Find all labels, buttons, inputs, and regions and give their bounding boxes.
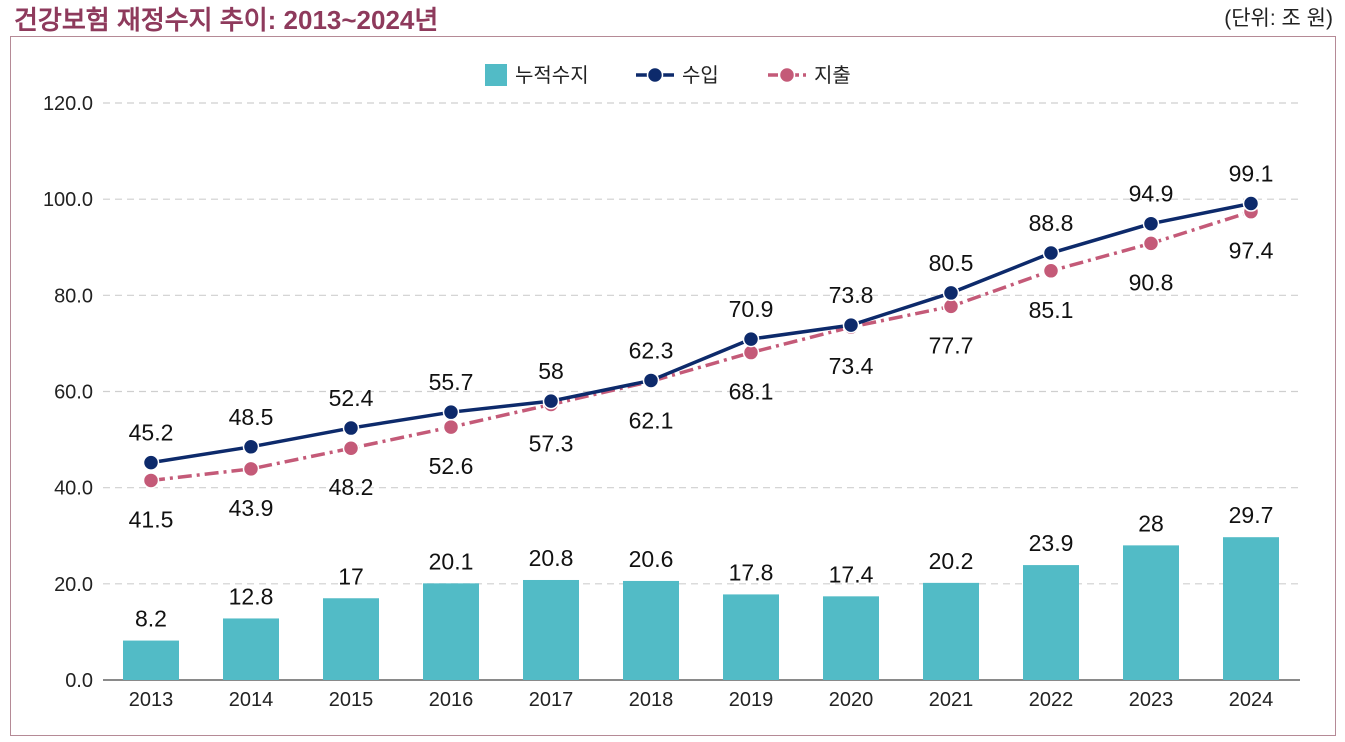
bar-data-label: 28	[1138, 510, 1164, 536]
legend-swatch-bar	[485, 64, 507, 86]
bar-data-label: 20.8	[529, 545, 574, 571]
bar	[823, 596, 879, 680]
line-data-label: 45.2	[129, 420, 174, 446]
line-income	[150, 201, 1252, 465]
y-tick-label: 80.0	[54, 285, 93, 307]
bar	[1223, 537, 1279, 680]
legend-marker	[646, 66, 664, 84]
x-tick-label: 2020	[829, 689, 874, 711]
data-point	[1142, 215, 1160, 232]
bar-data-label: 12.8	[229, 583, 274, 609]
bar-data-label: 20.2	[929, 548, 974, 574]
bar-data-label: 17.8	[729, 559, 774, 585]
line-data-label: 48.5	[229, 404, 274, 430]
x-tick-label: 2021	[929, 689, 974, 711]
unit-label: (단위: 조 원)	[1224, 7, 1333, 30]
line-data-label: 52.6	[429, 453, 474, 479]
y-tick-label: 60.0	[54, 382, 93, 404]
data-point	[842, 316, 860, 334]
data-point	[942, 284, 960, 302]
bar	[923, 582, 979, 680]
bar	[423, 583, 479, 680]
bar-data-label: 20.1	[429, 548, 474, 574]
data-point	[1042, 262, 1060, 280]
y-tick-label: 20.0	[54, 574, 93, 596]
data-point	[342, 419, 360, 437]
line-data-label: 73.8	[829, 282, 874, 308]
line-data-label: 90.8	[1129, 269, 1174, 295]
chart-title: 건강보험 재정수지 추이: 2013~2024년	[14, 5, 439, 35]
line-data-label: 41.5	[129, 506, 174, 532]
chart-frame	[10, 36, 1336, 736]
data-point	[542, 392, 560, 410]
x-tick-label: 2014	[229, 689, 274, 711]
line-data-label: 80.5	[929, 250, 974, 276]
data-point	[142, 454, 160, 471]
legend-label: 지출	[814, 64, 851, 87]
data-point	[642, 372, 660, 389]
bar	[723, 594, 779, 680]
bar-data-label: 8.2	[135, 606, 167, 632]
line-data-label: 68.1	[729, 379, 774, 405]
line-data-label: 58	[538, 358, 564, 384]
bar	[623, 580, 679, 680]
x-tick-label: 2022	[1029, 689, 1074, 711]
data-point	[242, 460, 260, 478]
bar-data-label: 29.7	[1229, 502, 1274, 528]
data-point	[442, 418, 460, 436]
bar	[523, 579, 579, 680]
x-tick-label: 2024	[1229, 689, 1274, 711]
line-data-label: 73.4	[829, 353, 874, 379]
line-data-label: 55.7	[429, 369, 474, 395]
data-point	[342, 439, 360, 457]
y-tick-label: 0.0	[65, 670, 93, 692]
line-data-label: 77.7	[929, 332, 974, 358]
line-data-label: 94.9	[1129, 181, 1174, 207]
data-point	[742, 330, 760, 348]
x-tick-label: 2015	[329, 689, 374, 711]
bar	[1123, 545, 1179, 680]
line-data-label: 52.4	[329, 385, 374, 411]
x-tick-label: 2017	[529, 689, 574, 711]
data-point	[1142, 235, 1160, 252]
bar	[223, 618, 279, 680]
line-data-label: 70.9	[729, 296, 774, 322]
data-point	[242, 438, 260, 456]
x-tick-label: 2016	[429, 689, 474, 711]
line-expense	[150, 210, 1252, 483]
line-data-label: 57.3	[529, 430, 574, 456]
bar-data-label: 17.4	[829, 561, 874, 587]
data-point	[442, 403, 460, 421]
bar-data-label: 23.9	[1029, 530, 1074, 556]
x-tick-label: 2019	[729, 689, 774, 711]
data-point	[1042, 244, 1060, 262]
y-tick-label: 40.0	[54, 478, 93, 500]
legend-label: 수입	[682, 64, 719, 87]
line-data-label: 99.1	[1229, 160, 1274, 186]
bar-data-label: 17	[338, 563, 364, 589]
x-tick-label: 2023	[1129, 689, 1174, 711]
legend-label: 누적수지	[515, 64, 589, 87]
legend-marker	[778, 66, 796, 84]
y-tick-label: 120.0	[43, 93, 93, 115]
data-point	[142, 472, 160, 489]
bar	[323, 598, 379, 680]
bar	[123, 640, 179, 680]
line-data-label: 62.3	[629, 337, 674, 363]
x-tick-label: 2013	[129, 689, 174, 711]
bar	[1023, 565, 1079, 680]
line-data-label: 43.9	[229, 495, 274, 521]
bar-data-label: 20.6	[629, 546, 674, 572]
line-data-label: 62.1	[629, 407, 674, 433]
line-data-label: 85.1	[1029, 297, 1074, 323]
line-data-label: 88.8	[1029, 210, 1074, 236]
data-point	[1242, 195, 1260, 212]
y-tick-label: 100.0	[43, 189, 93, 211]
line-data-label: 48.2	[329, 474, 374, 500]
x-tick-label: 2018	[629, 689, 674, 711]
line-data-label: 97.4	[1229, 238, 1274, 264]
